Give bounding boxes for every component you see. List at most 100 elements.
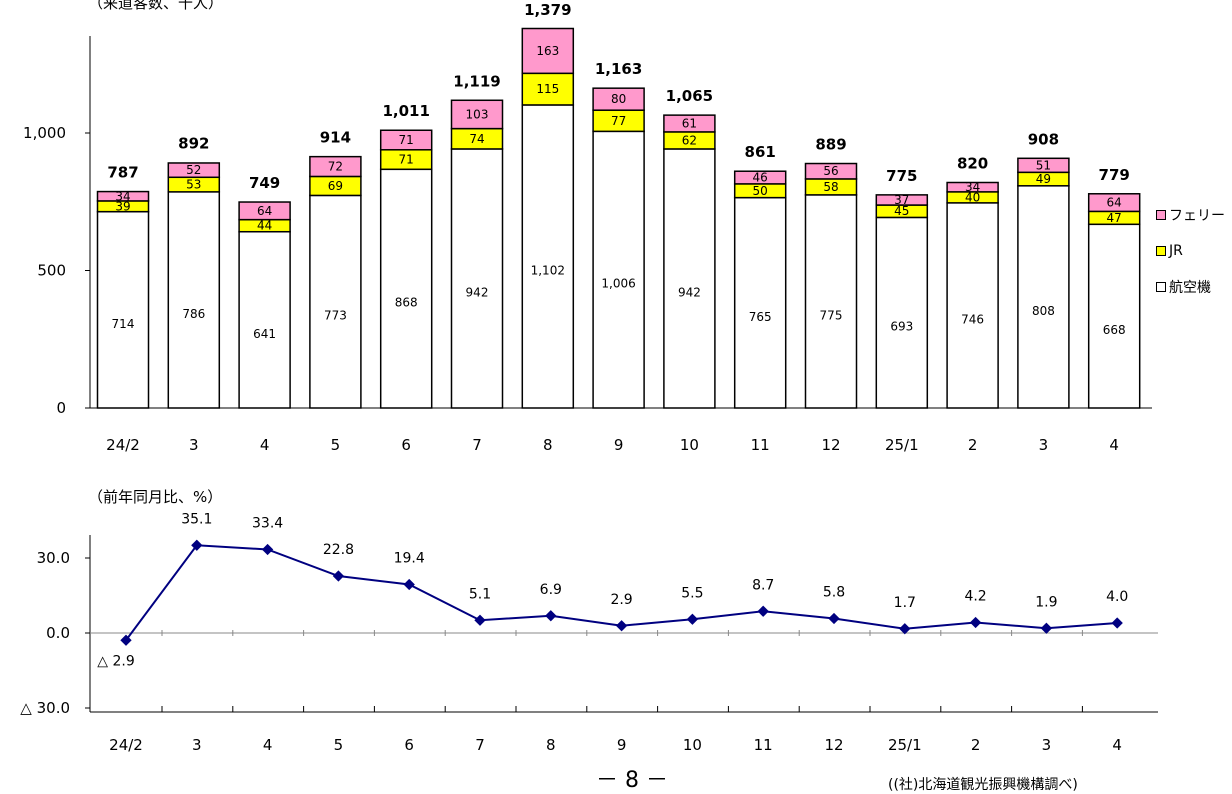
bar-segment-air xyxy=(876,217,927,408)
bar-total-label: 908 xyxy=(1028,130,1059,148)
bar-segment-label: 34 xyxy=(965,180,980,194)
bar-y-tick-label: 0 xyxy=(56,399,66,417)
bar-segment-air xyxy=(310,195,361,408)
bar-total-label: 787 xyxy=(107,164,138,182)
line-x-tick-label: 12 xyxy=(824,736,843,754)
bar-chart-legend: フェリー JR 航空機 xyxy=(1156,204,1225,312)
bar-segment-label: 49 xyxy=(1036,172,1051,186)
bar-segment-label: 115 xyxy=(536,82,559,96)
bar-segment-label: 868 xyxy=(395,296,418,310)
line-point-label: 33.4 xyxy=(252,516,283,532)
bar-segment-label: 714 xyxy=(112,317,135,331)
bar-total-label: 1,119 xyxy=(453,72,500,90)
line-point-label: 5.8 xyxy=(823,585,845,601)
line-y-tick-label: 0.0 xyxy=(46,624,70,642)
line-x-tick-label: 25/1 xyxy=(888,736,922,754)
legend-item-air: 航空機 xyxy=(1156,276,1225,298)
line-x-tick-label: 4 xyxy=(263,736,273,754)
bar-segment-label: 37 xyxy=(894,193,909,207)
line-point-marker xyxy=(262,544,273,555)
line-x-tick-label: 7 xyxy=(475,736,485,754)
bar-segment-label: 53 xyxy=(186,178,201,192)
bar-x-tick-label: 6 xyxy=(401,436,411,454)
line-point-label: 4.0 xyxy=(1106,589,1128,605)
line-point-label: 4.2 xyxy=(964,589,986,605)
line-point-marker xyxy=(687,614,698,625)
bar-total-label: 775 xyxy=(886,167,917,185)
legend-swatch-jr xyxy=(1156,246,1166,256)
line-point-marker xyxy=(404,579,415,590)
bar-total-label: 1,011 xyxy=(382,102,429,120)
bar-segment-label: 72 xyxy=(328,160,343,174)
line-point-label: 6.9 xyxy=(540,582,562,598)
bar-segment-label: 58 xyxy=(823,180,838,194)
bar-total-label: 749 xyxy=(249,174,280,192)
bar-segment-label: 71 xyxy=(399,133,414,147)
line-point-label: 1.9 xyxy=(1035,594,1057,610)
line-x-tick-label: 5 xyxy=(334,736,344,754)
bar-x-tick-label: 4 xyxy=(1109,436,1119,454)
bar-segment-label: 47 xyxy=(1107,211,1122,225)
bar-segment-air xyxy=(806,195,857,408)
line-point-marker xyxy=(828,613,839,624)
bar-segment-label: 50 xyxy=(753,184,768,198)
line-x-tick-label: 6 xyxy=(404,736,414,754)
bar-segment-label: 71 xyxy=(399,153,414,167)
line-point-marker xyxy=(545,610,556,621)
bar-total-label: 861 xyxy=(745,143,776,161)
bar-segment-label: 775 xyxy=(820,308,843,322)
bar-segment-label: 163 xyxy=(536,44,559,58)
bar-x-tick-label: 2 xyxy=(968,436,978,454)
bar-total-label: 889 xyxy=(815,136,846,154)
line-x-tick-label: 24/2 xyxy=(109,736,143,754)
line-point-label: △ 2.9 xyxy=(97,653,134,669)
bar-x-tick-label: 7 xyxy=(472,436,482,454)
line-point-label: 5.1 xyxy=(469,586,491,602)
bar-y-tick-label: 1,000 xyxy=(23,124,66,142)
bar-x-tick-label: 8 xyxy=(543,436,553,454)
source-note: ((社)北海道観光振興機構調べ) xyxy=(888,774,1078,794)
bar-x-tick-label: 24/2 xyxy=(106,436,140,454)
bar-segment-label: 51 xyxy=(1036,158,1051,172)
bar-total-label: 914 xyxy=(320,129,351,147)
line-x-tick-label: 8 xyxy=(546,736,556,754)
bar-x-tick-label: 3 xyxy=(189,436,199,454)
bar-segment-air xyxy=(522,105,573,408)
line-point-marker xyxy=(616,620,627,631)
bar-x-tick-label: 10 xyxy=(680,436,699,454)
bar-segment-air xyxy=(593,131,644,408)
bar-segment-label: 34 xyxy=(115,189,130,203)
bar-segment-label: 69 xyxy=(328,179,343,193)
bar-segment-air xyxy=(452,149,503,408)
bar-segment-label: 786 xyxy=(182,307,205,321)
bar-total-label: 892 xyxy=(178,135,209,153)
line-point-marker xyxy=(333,570,344,581)
bar-segment-air xyxy=(1018,186,1069,408)
bar-segment-label: 808 xyxy=(1032,304,1055,318)
bar-segment-label: 61 xyxy=(682,117,697,131)
bar-segment-air xyxy=(98,212,149,408)
legend-label-jr: JR xyxy=(1169,243,1183,259)
bar-x-tick-label: 5 xyxy=(331,436,341,454)
line-x-tick-label: 10 xyxy=(683,736,702,754)
bar-y-tick-label: 500 xyxy=(37,262,66,280)
line-point-marker xyxy=(758,606,769,617)
line-point-label: 2.9 xyxy=(610,592,632,608)
bar-segment-label: 668 xyxy=(1103,323,1126,337)
bar-x-tick-label: 4 xyxy=(260,436,270,454)
bar-segment-air xyxy=(1089,224,1140,408)
line-x-tick-label: 11 xyxy=(754,736,773,754)
bar-segment-label: 52 xyxy=(186,163,201,177)
bar-x-tick-label: 11 xyxy=(751,436,770,454)
legend-label-air: 航空機 xyxy=(1169,277,1211,297)
bar-segment-label: 1,006 xyxy=(601,277,635,291)
bar-segment-label: 62 xyxy=(682,133,697,147)
line-point-marker xyxy=(474,615,485,626)
bar-total-label: 1,379 xyxy=(524,1,571,19)
line-point-marker xyxy=(970,617,981,628)
bar-total-label: 820 xyxy=(957,155,988,173)
line-x-tick-label: 2 xyxy=(971,736,981,754)
bar-segment-label: 942 xyxy=(466,285,489,299)
line-point-label: 22.8 xyxy=(323,542,354,558)
